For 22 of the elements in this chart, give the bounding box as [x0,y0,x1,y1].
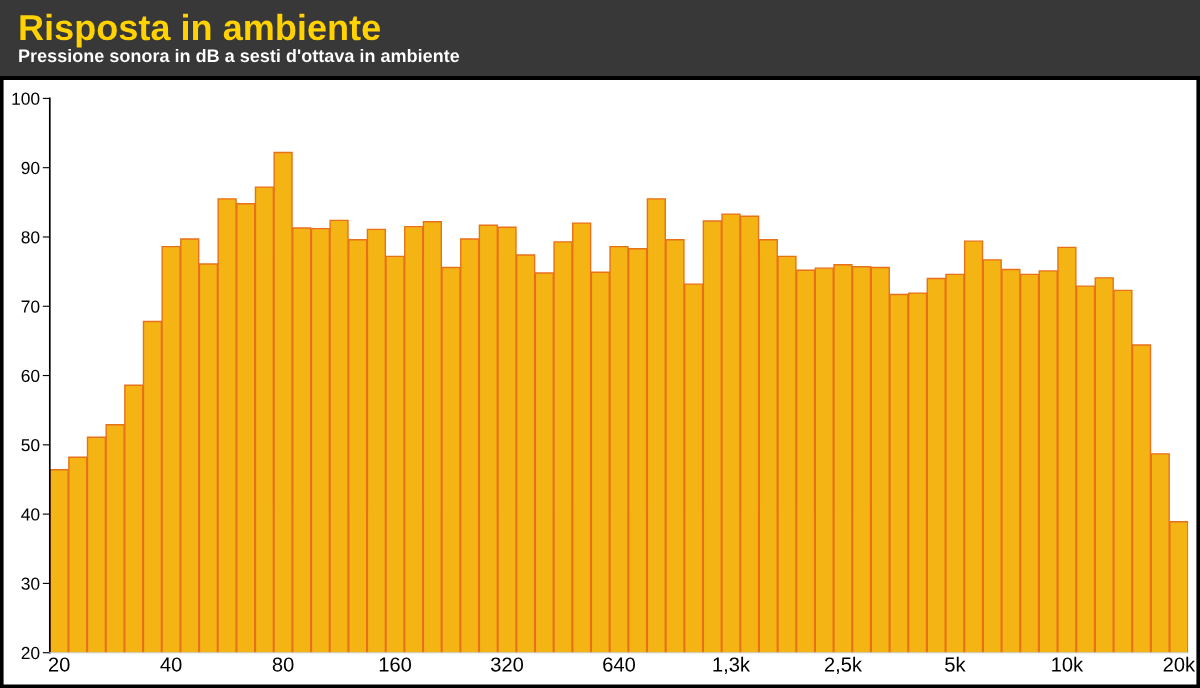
x-tick-label: 20 [48,657,70,672]
x-tick-label: 320 [491,657,524,672]
x-tick-label: 5k [945,656,966,672]
y-tick-label: 20 [21,646,40,660]
x-tick-label: 80 [272,657,294,672]
chart-title: Risposta in ambiente [20,13,380,48]
y-tick-label: 90 [21,161,40,175]
x-tick-label: 1,3k [713,656,751,675]
x-tick-label: 640 [603,657,636,672]
y-tick-label: 100 [12,92,40,105]
x-tick-label: 40 [160,657,182,672]
x-tick-label: 10k [1052,656,1084,672]
y-tick-label: 80 [21,231,40,244]
x-tick-label: 20k [1163,656,1196,672]
y-tick-label: 40 [21,508,40,521]
chart-subtitle: Pressione sonora in dB a sesti d'ottava in ambiente [19,48,460,63]
y-tick-label: 70 [21,300,40,313]
x-tick-label: 2,5k [824,656,863,675]
y-tick-label: 60 [21,369,40,383]
y-tick-label: 30 [21,577,40,590]
y-tick-label: 50 [21,439,40,452]
x-tick-label: 160 [379,657,412,672]
